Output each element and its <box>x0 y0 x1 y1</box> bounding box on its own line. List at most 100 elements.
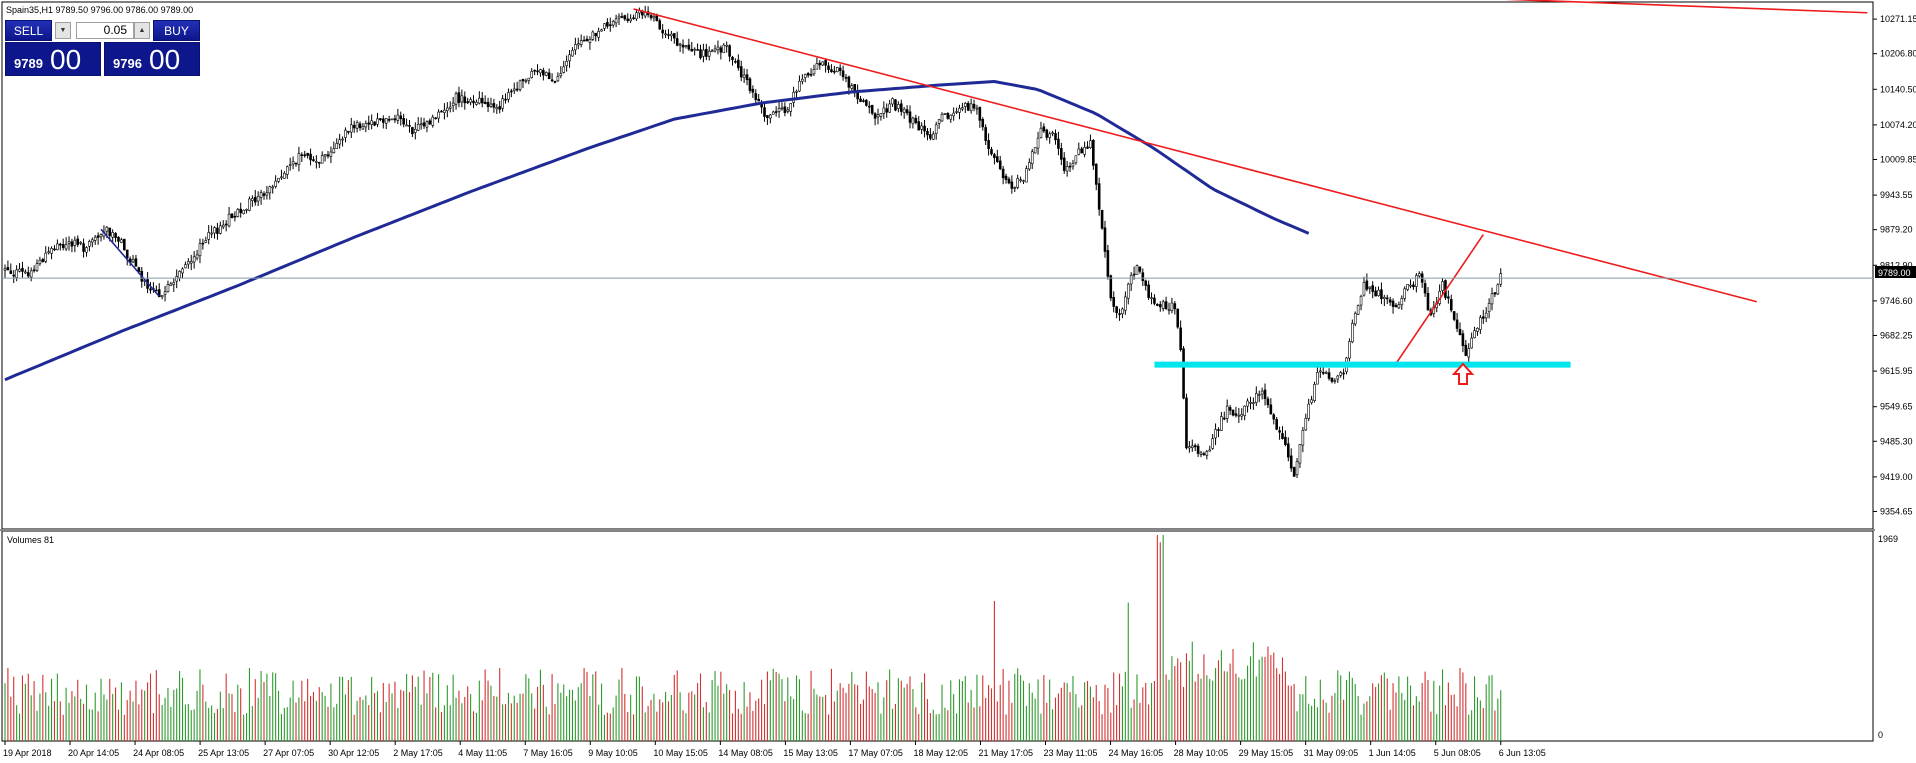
time-tick-label: 6 Jun 13:05 <box>1499 748 1546 758</box>
candle-body <box>1415 275 1418 287</box>
candle-body <box>207 232 210 240</box>
candle-body <box>1368 286 1372 289</box>
candle-body <box>955 111 958 113</box>
candle-body <box>544 72 548 76</box>
candle-body <box>204 240 208 243</box>
candle-body <box>233 215 237 218</box>
candle-body <box>280 176 283 179</box>
candle-body <box>1263 389 1267 399</box>
price-tick-label: 10009.85 <box>1880 154 1916 164</box>
candle-body <box>1158 304 1162 308</box>
candle-body <box>1231 409 1235 416</box>
candle-body <box>1362 282 1366 296</box>
candle-body <box>873 113 877 119</box>
candle-body <box>355 122 359 129</box>
candle-body <box>472 100 475 104</box>
candle-body <box>539 69 542 74</box>
candle-body <box>32 269 36 272</box>
candle-body <box>1199 452 1203 455</box>
sell-price-box[interactable]: 9789 00 <box>5 42 101 76</box>
symbol-info: Spain35,H1 9789.50 9796.00 9786.00 9789.… <box>6 5 193 15</box>
candle-body <box>801 78 804 82</box>
candle-body <box>79 242 82 244</box>
up-arrow-marker <box>1451 362 1475 385</box>
candle-body <box>370 120 373 125</box>
candle-body <box>76 238 80 245</box>
candle-body <box>996 156 999 163</box>
candle-body <box>230 213 234 219</box>
time-tick-label: 30 Apr 12:05 <box>328 748 379 758</box>
sell-button[interactable]: SELL <box>5 20 52 41</box>
candle-body <box>1383 296 1386 299</box>
time-axis: 19 Apr 2018 20 Apr 14:05 24 Apr 08:05 25 Ap… <box>3 741 1546 758</box>
candle-body <box>1298 444 1302 464</box>
candle-body <box>1205 451 1209 456</box>
candle-body <box>408 125 411 127</box>
price-tick-label: 9354.65 <box>1880 506 1913 516</box>
candle-body <box>658 20 662 30</box>
price-tick-label: 9615.95 <box>1880 366 1913 376</box>
candle-body <box>920 125 923 130</box>
candle-body <box>993 154 996 158</box>
candle-body <box>1255 393 1258 403</box>
candle-body <box>1359 296 1363 306</box>
candle-body <box>515 88 519 91</box>
candle-body <box>684 45 688 48</box>
time-tick-label: 19 Apr 2018 <box>3 748 52 758</box>
time-tick-label: 28 May 10:05 <box>1174 748 1229 758</box>
candle-body <box>894 99 897 111</box>
candle-body <box>975 107 979 110</box>
lot-increase-button[interactable]: ▲ <box>134 22 150 39</box>
time-tick-label: 24 Apr 08:05 <box>133 748 184 758</box>
candle-body <box>1266 398 1270 406</box>
candle-body <box>867 105 871 108</box>
candle-body <box>1281 433 1284 439</box>
candle-body <box>1336 375 1340 380</box>
candle-body <box>870 105 874 114</box>
candle-body <box>542 70 545 76</box>
candle-body <box>1118 313 1121 315</box>
candle-body <box>184 264 187 269</box>
lot-decrease-button[interactable]: ▼ <box>55 22 71 39</box>
candle-body <box>434 117 437 120</box>
candle-body <box>29 270 33 278</box>
candle-body <box>931 133 935 140</box>
candle-body <box>1385 297 1389 300</box>
candle-body <box>315 161 318 163</box>
candle-body <box>789 103 793 112</box>
candle-body <box>1246 400 1249 407</box>
candle-body <box>917 121 921 131</box>
candle-body <box>82 243 85 252</box>
candle-body <box>1292 467 1296 477</box>
candle-body <box>576 43 580 46</box>
candle-body <box>44 252 48 262</box>
lot-size-input[interactable]: 0.05 <box>76 22 134 39</box>
trendline <box>1504 0 1868 14</box>
candle-body <box>998 160 1002 170</box>
candle-body <box>524 80 528 83</box>
candle-body <box>396 114 400 121</box>
candlestick-series <box>3 5 1503 478</box>
candle-body <box>972 103 976 109</box>
buy-price-box[interactable]: 9796 00 <box>104 42 200 76</box>
candle-body <box>114 233 117 238</box>
trendline <box>100 228 160 297</box>
buy-button[interactable]: BUY <box>153 20 200 41</box>
candle-body <box>236 209 240 217</box>
candle-body <box>536 70 539 73</box>
candle-body <box>1275 419 1278 430</box>
candle-body <box>1156 304 1159 306</box>
candle-body <box>379 118 382 121</box>
candle-body <box>1321 371 1325 374</box>
price-tick-label: 9879.20 <box>1880 225 1913 235</box>
candle-body <box>806 73 810 76</box>
candle-body <box>512 88 516 91</box>
candle-body <box>1324 372 1328 374</box>
candle-body <box>742 74 746 78</box>
candle-body <box>731 56 734 61</box>
candle-body <box>725 44 728 47</box>
price-axis: 10271.15 10206.80 10140.50 10074.20 10009.85… <box>1873 14 1916 516</box>
candle-body <box>527 77 531 81</box>
candle-body <box>1301 430 1305 446</box>
